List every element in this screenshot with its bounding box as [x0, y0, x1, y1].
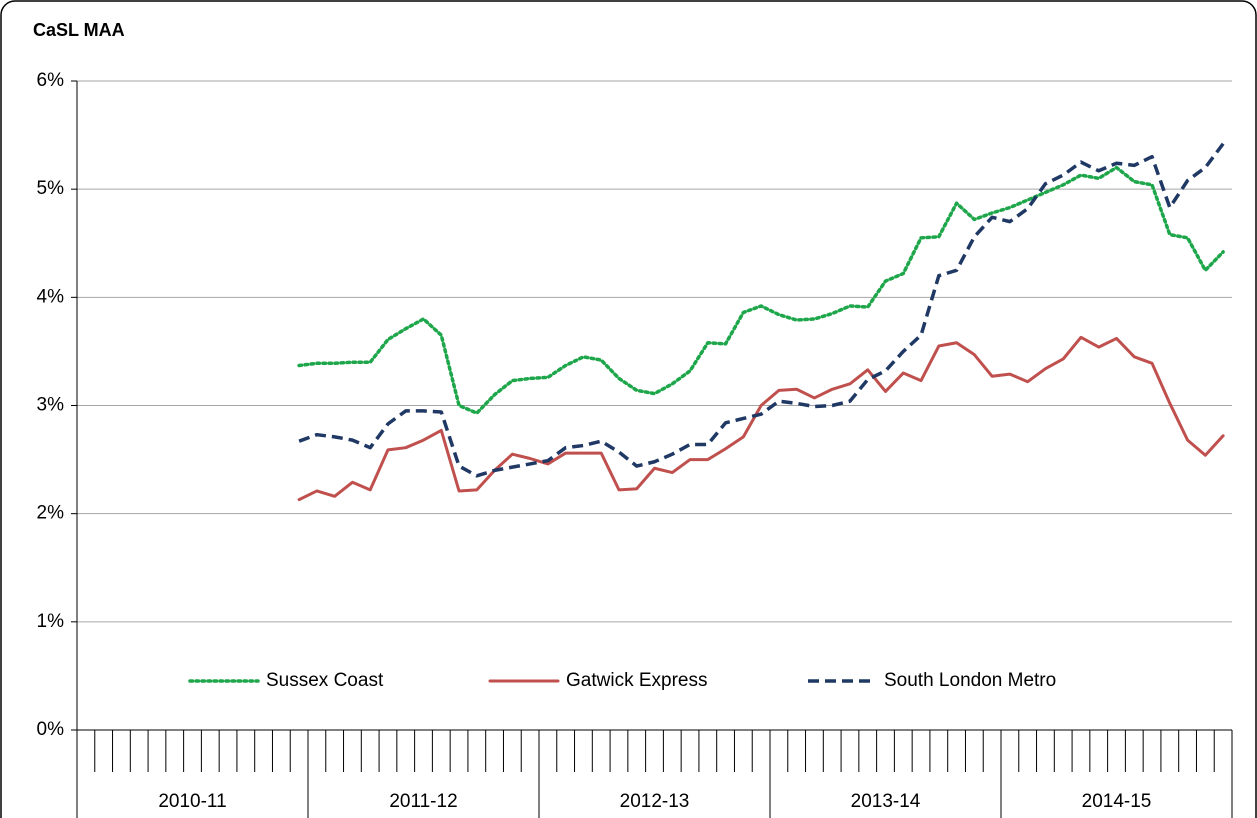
- group-label: 2010-11: [158, 791, 226, 812]
- series-line: [298, 142, 1225, 478]
- y-tick-label: 1%: [37, 611, 65, 632]
- series-line: [297, 165, 1225, 415]
- y-tick-label: 3%: [37, 395, 65, 416]
- legend-label: Gatwick Express: [566, 670, 707, 691]
- group-label: 2011-12: [389, 791, 457, 812]
- y-tick-label: 2%: [37, 503, 65, 524]
- chart-title: CaSL MAA: [33, 20, 125, 40]
- group-label: 2013-14: [851, 791, 921, 812]
- y-tick-label: 0%: [37, 719, 65, 740]
- legend-label: South London Metro: [884, 670, 1056, 691]
- y-tick-label: 5%: [37, 178, 65, 199]
- series-line: [297, 335, 1225, 502]
- group-label: 2014-15: [1082, 791, 1152, 812]
- y-tick-label: 4%: [37, 286, 65, 307]
- group-label: 2012-13: [620, 791, 690, 812]
- y-tick-label: 6%: [37, 70, 65, 91]
- legend-label: Sussex Coast: [266, 670, 384, 691]
